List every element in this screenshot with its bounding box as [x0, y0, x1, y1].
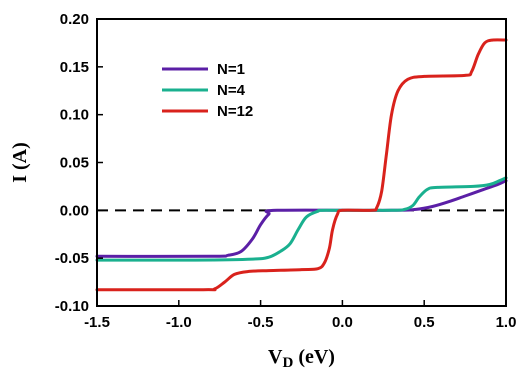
x-axis-label: VD (eV) — [268, 346, 335, 371]
x-axis-label-subscript: D — [282, 355, 293, 371]
x-tick-label: -0.5 — [248, 314, 274, 331]
y-tick-label: 0.15 — [60, 59, 89, 76]
series-layer — [95, 38, 508, 292]
legend-label: N=1 — [217, 61, 245, 78]
y-tick-label: 0.05 — [60, 155, 89, 172]
series-line-n12 — [95, 38, 508, 292]
y-tick-label: 0.20 — [60, 11, 89, 28]
x-tick-label: -1.0 — [166, 314, 192, 331]
x-tick-label: 0.0 — [332, 314, 353, 331]
x-tick-label: 0.5 — [414, 314, 435, 331]
x-axis-label-unit: (eV) — [293, 346, 335, 368]
y-tick-label: 0.10 — [60, 107, 89, 124]
y-tick-label: -0.10 — [55, 298, 89, 315]
legend: N=1 N=4 N=12 — [162, 61, 253, 120]
y-axis-label: I (A) — [9, 142, 31, 183]
y-tick-label: -0.05 — [55, 250, 89, 267]
series-line-n4 — [95, 176, 508, 262]
x-axis-label-main: V — [268, 346, 283, 368]
legend-label: N=4 — [217, 82, 246, 99]
x-tick-label: -1.5 — [84, 314, 110, 331]
legend-label: N=12 — [217, 103, 253, 120]
y-tick-label: 0.00 — [60, 202, 89, 219]
x-tick-label: 1.0 — [496, 314, 517, 331]
tick-layer: -1.5 -1.0 -0.5 0.0 0.5 1.0 -0.10 -0.05 0.00 0.05 0… — [55, 11, 517, 331]
plot-frame — [96, 18, 507, 307]
series-line-n1 — [95, 179, 508, 258]
